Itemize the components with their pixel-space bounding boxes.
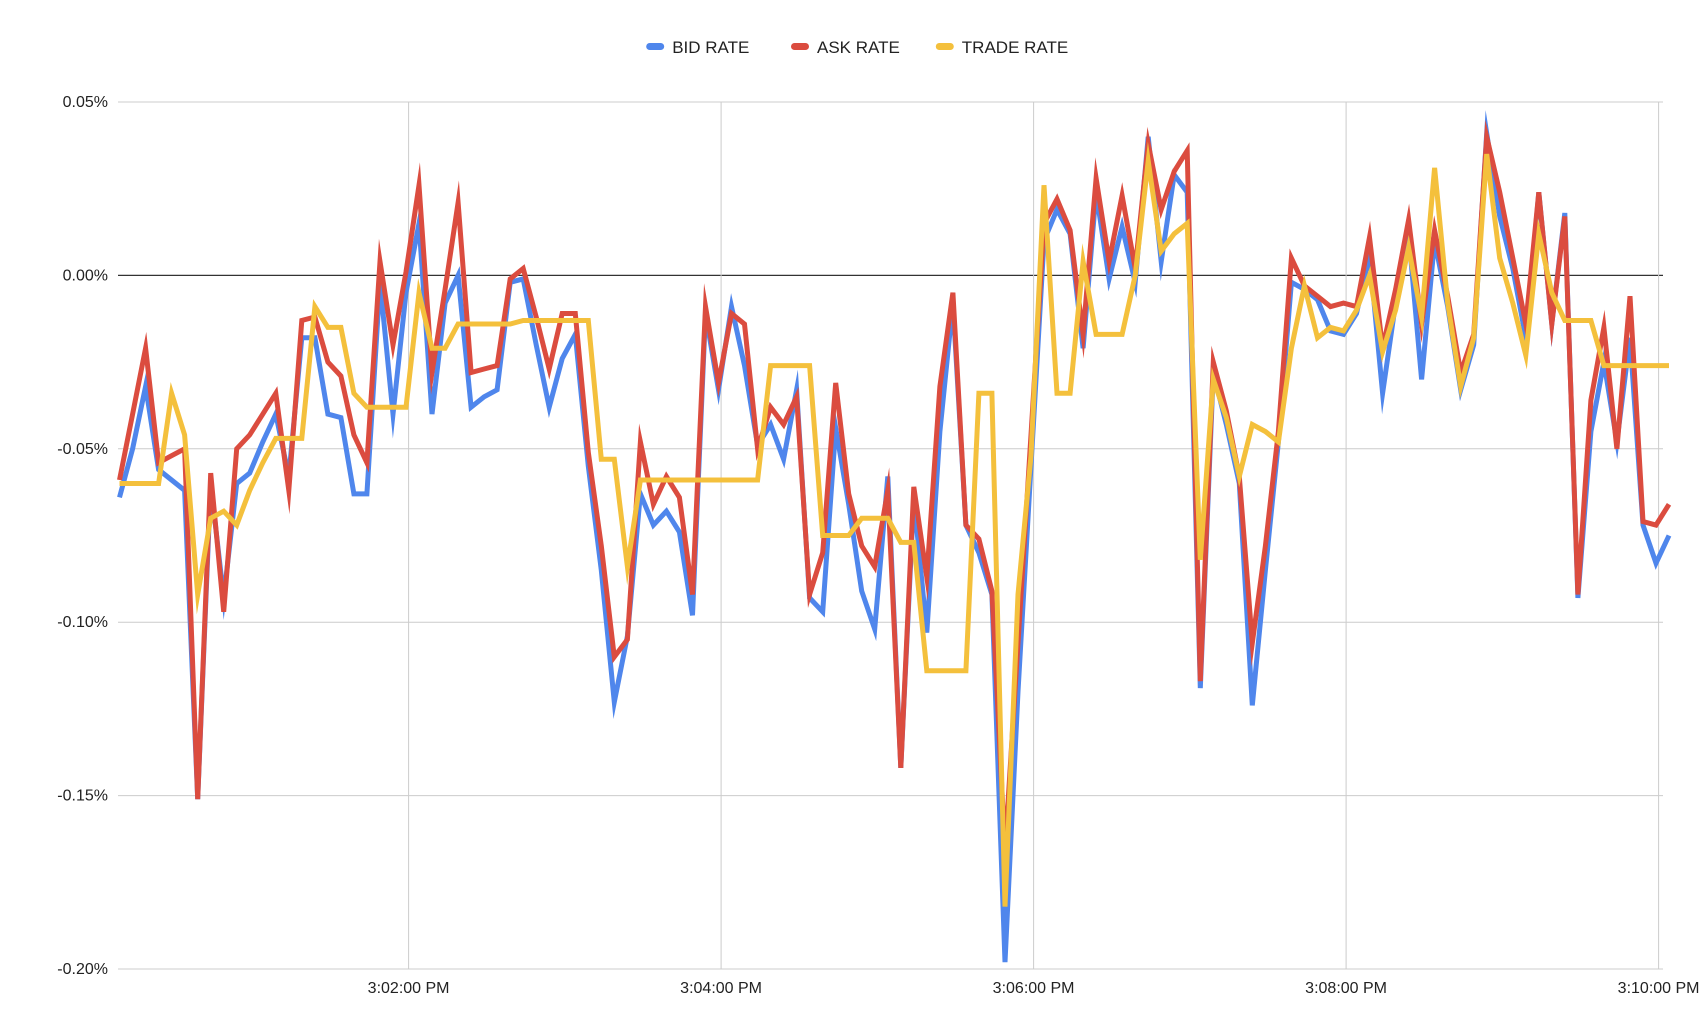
legend-swatch [791,43,809,50]
series-line-trade-rate [119,141,1669,907]
x-tick-label: 3:04:00 PM [680,980,762,997]
series-line-ask-rate [117,119,1672,852]
y-axis: 0.05% 0.00% -0.05% -0.10% -0.15% -0.20% [57,94,108,978]
y-tick-label: -0.20% [57,961,108,978]
legend: BID RATE ASK RATE TRADE RATE [646,38,1068,57]
legend-item-bid-rate: BID RATE [646,38,749,57]
legend-swatch [935,43,954,50]
legend-label: BID RATE [672,38,749,57]
legend-item-trade-rate: TRADE RATE [935,38,1068,57]
y-tick-label: -0.05% [57,441,108,458]
series-line-bid-rate [117,110,1672,963]
legend-label: ASK RATE [817,38,900,57]
y-tick-label: 0.00% [63,267,108,284]
x-tick-label: 3:06:00 PM [993,980,1075,997]
series-lines [117,110,1672,963]
gridlines [118,101,1663,970]
x-tick-label: 3:10:00 PM [1618,980,1700,997]
legend-item-ask-rate: ASK RATE [791,38,900,57]
y-tick-label: 0.05% [63,94,108,111]
x-tick-label: 3:08:00 PM [1305,980,1387,997]
legend-label: TRADE RATE [962,38,1068,57]
x-axis: 3:02:00 PM 3:04:00 PM 3:06:00 PM 3:08:00 PM… [368,980,1700,997]
y-tick-label: -0.10% [57,614,108,631]
legend-swatch [646,43,665,50]
x-tick-label: 3:02:00 PM [368,980,450,997]
y-tick-label: -0.15% [57,788,108,805]
